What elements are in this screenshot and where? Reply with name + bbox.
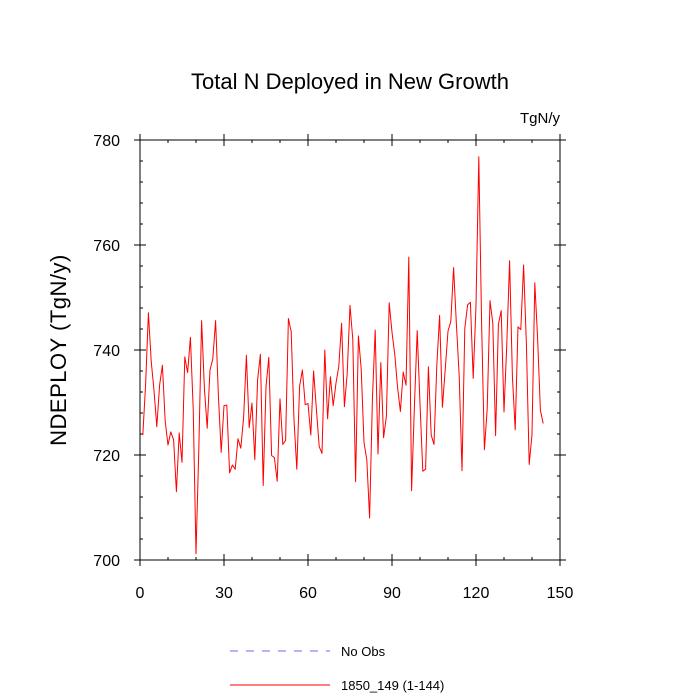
series-group: [142, 156, 544, 555]
axis-ticks: [134, 134, 566, 566]
y-tick-label: 740: [93, 343, 120, 360]
axis-tick-labels: 0 30 60 90 120 150 700 720 740 760 780: [93, 133, 573, 602]
legend-label: No Obs: [341, 644, 386, 659]
chart-title: Total N Deployed in New Growth: [191, 69, 509, 94]
x-tick-label: 150: [547, 585, 574, 602]
series-line: [142, 156, 544, 555]
x-tick-label: 60: [299, 585, 317, 602]
y-axis-label: NDEPLOY (TgN/y): [46, 254, 71, 446]
y-tick-label: 780: [93, 133, 120, 150]
x-tick-label: 0: [136, 585, 145, 602]
x-tick-label: 120: [463, 585, 490, 602]
y-tick-label: 700: [93, 553, 120, 570]
x-tick-label: 90: [383, 585, 401, 602]
legend: No Obs 1850_149 (1-144): [230, 644, 444, 693]
x-tick-label: 30: [215, 585, 233, 602]
y-tick-label: 760: [93, 238, 120, 255]
y-tick-label: 720: [93, 448, 120, 465]
units-label: TgN/y: [520, 110, 561, 127]
legend-label: 1850_149 (1-144): [341, 678, 444, 693]
